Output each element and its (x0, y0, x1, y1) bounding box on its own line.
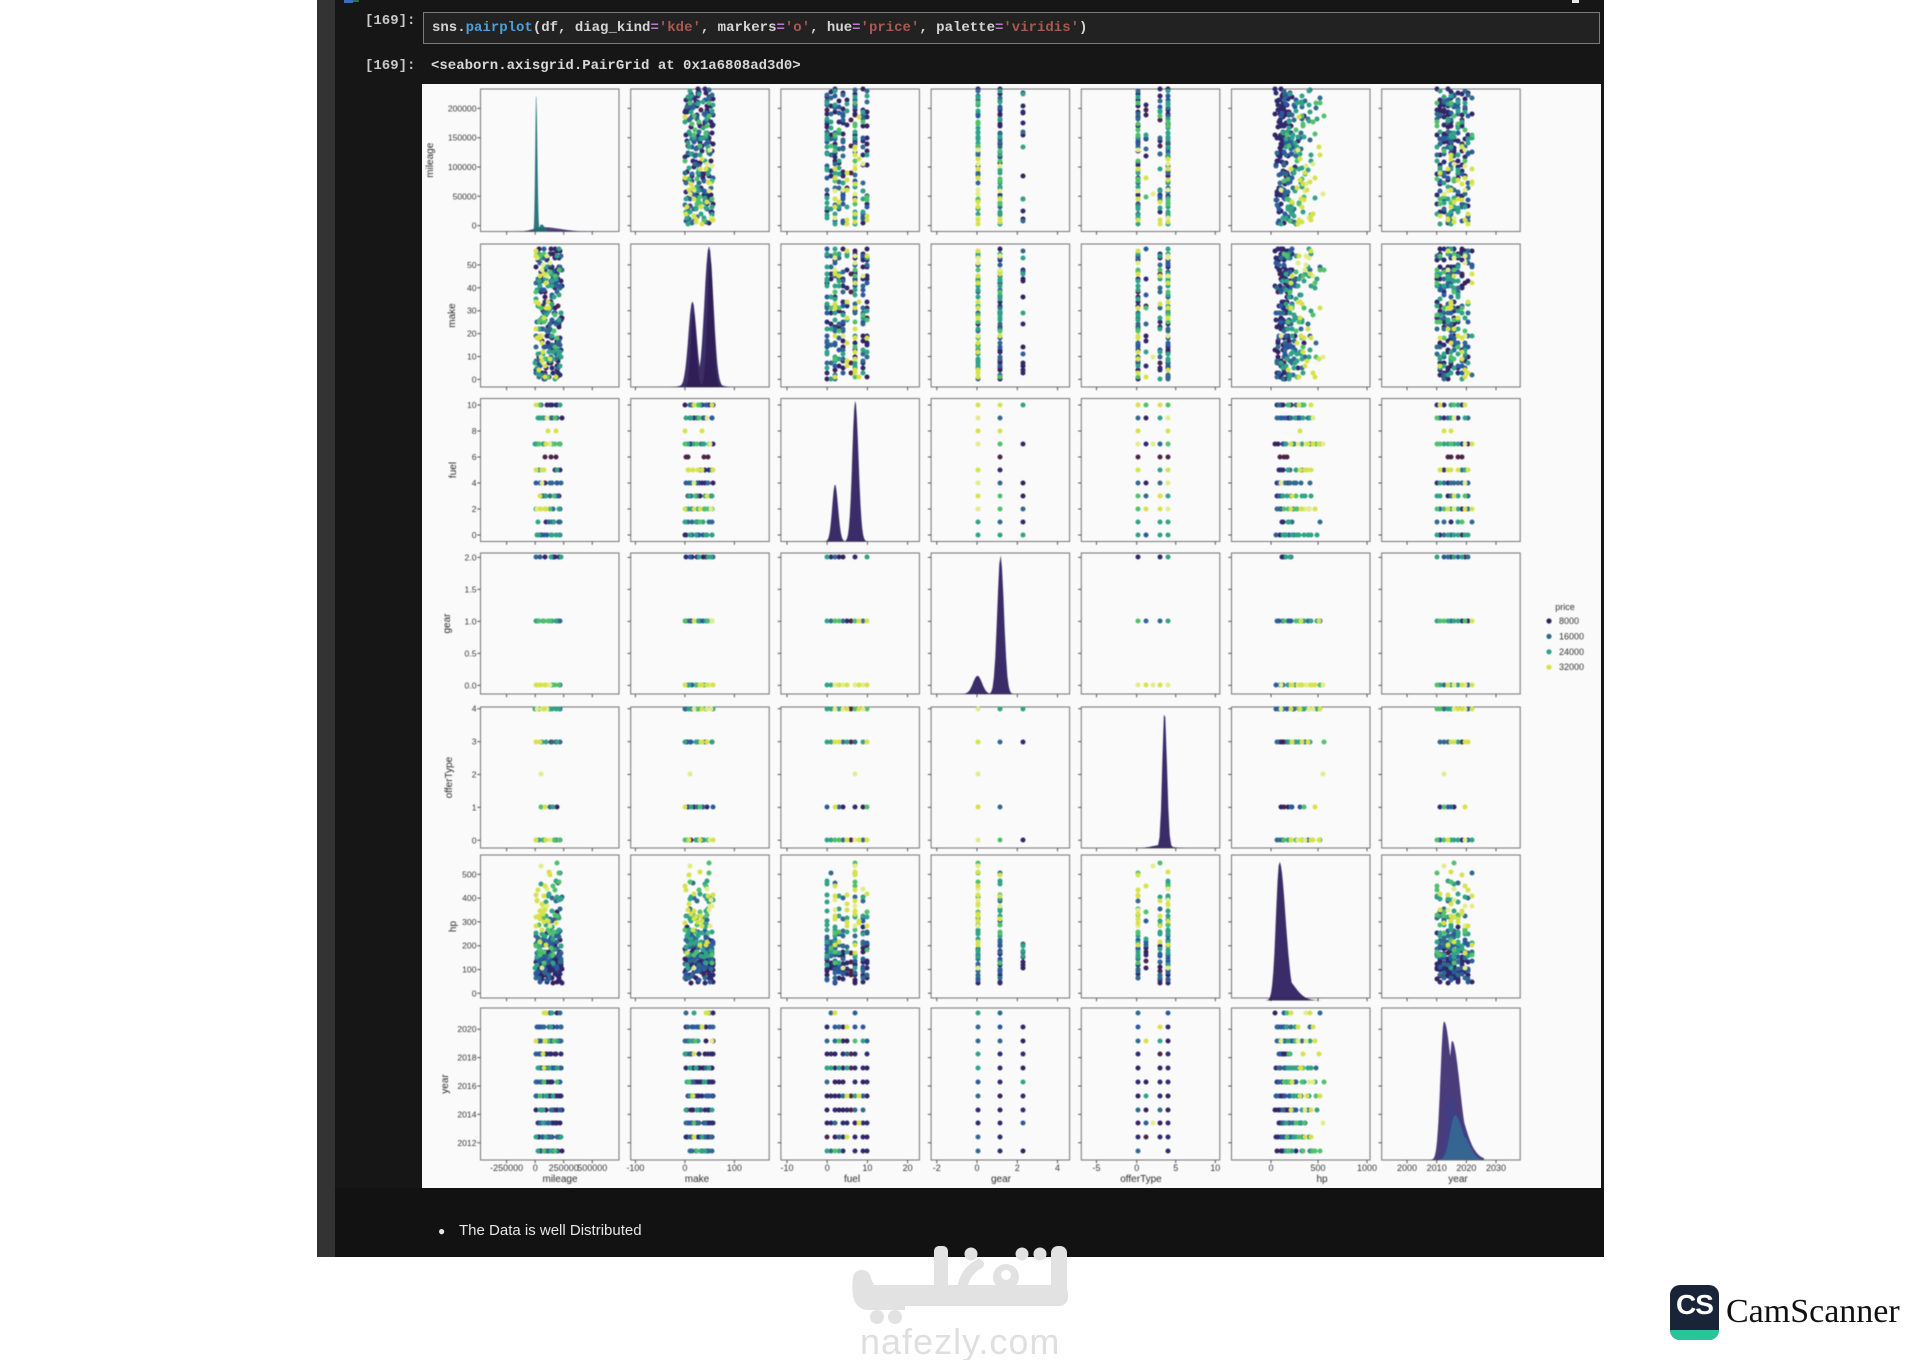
svg-text:2016: 2016 (457, 1081, 476, 1091)
svg-text:3: 3 (472, 737, 477, 747)
svg-text:fuel: fuel (844, 1174, 860, 1185)
svg-text:150000: 150000 (448, 133, 477, 143)
svg-text:500: 500 (1310, 1163, 1325, 1173)
svg-text:10: 10 (467, 352, 477, 362)
svg-text:4: 4 (1055, 1163, 1060, 1173)
svg-text:1: 1 (472, 802, 477, 812)
svg-text:200000: 200000 (448, 103, 477, 113)
svg-text:1000: 1000 (1357, 1163, 1377, 1173)
svg-text:2014: 2014 (457, 1109, 476, 1119)
svg-text:2: 2 (472, 504, 477, 514)
svg-text:mileage: mileage (425, 142, 436, 177)
svg-text:0.0: 0.0 (465, 680, 477, 690)
svg-text:4: 4 (472, 704, 477, 714)
svg-text:fuel: fuel (448, 462, 459, 478)
svg-text:24000: 24000 (1559, 647, 1584, 657)
svg-text:nafezly.com: nafezly.com (860, 1321, 1060, 1360)
svg-text:0: 0 (472, 835, 477, 845)
svg-text:500000: 500000 (577, 1163, 607, 1173)
svg-text:hp: hp (448, 921, 459, 933)
svg-text:0: 0 (1134, 1163, 1139, 1173)
svg-text:30: 30 (467, 306, 477, 316)
svg-text:-250000: -250000 (490, 1163, 523, 1173)
svg-text:2: 2 (1015, 1163, 1020, 1173)
svg-text:offerType: offerType (444, 756, 455, 798)
svg-text:200: 200 (462, 941, 477, 951)
svg-text:2000: 2000 (1397, 1163, 1417, 1173)
svg-text:4: 4 (472, 478, 477, 488)
svg-text:16000: 16000 (1559, 631, 1584, 641)
svg-text:20: 20 (467, 329, 477, 339)
svg-text:gear: gear (442, 613, 453, 634)
svg-text:32000: 32000 (1559, 662, 1584, 672)
svg-text:6: 6 (472, 452, 477, 462)
svg-text:2020: 2020 (1456, 1163, 1476, 1173)
svg-text:year: year (440, 1074, 451, 1094)
svg-text:50000: 50000 (453, 191, 477, 201)
svg-text:-10: -10 (780, 1163, 793, 1173)
svg-text:gear: gear (991, 1174, 1012, 1185)
svg-text:400: 400 (462, 893, 477, 903)
svg-text:0: 0 (825, 1163, 830, 1173)
svg-text:5: 5 (1173, 1163, 1178, 1173)
svg-text:0: 0 (472, 530, 477, 540)
svg-text:-100: -100 (626, 1163, 644, 1173)
svg-text:1.0: 1.0 (465, 616, 477, 626)
svg-text:make: make (447, 303, 458, 328)
svg-text:2010: 2010 (1427, 1163, 1447, 1173)
svg-text:100000: 100000 (448, 162, 477, 172)
svg-text:500: 500 (462, 869, 477, 879)
svg-text:-5: -5 (1092, 1163, 1100, 1173)
svg-text:0: 0 (682, 1163, 687, 1173)
svg-text:2030: 2030 (1486, 1163, 1506, 1173)
svg-text:year: year (1448, 1174, 1468, 1185)
svg-text:40: 40 (467, 283, 477, 293)
svg-text:hp: hp (1316, 1174, 1328, 1185)
svg-text:mileage: mileage (542, 1174, 577, 1185)
svg-text:100: 100 (462, 965, 477, 975)
svg-text:make: make (685, 1174, 710, 1185)
svg-text:2020: 2020 (457, 1024, 476, 1034)
svg-text:price: price (1555, 602, 1575, 612)
svg-text:10: 10 (1210, 1163, 1220, 1173)
svg-text:0: 0 (974, 1163, 979, 1173)
svg-text:250000: 250000 (549, 1163, 579, 1173)
svg-text:0: 0 (1268, 1163, 1273, 1173)
svg-text:10: 10 (467, 400, 477, 410)
svg-text:1.5: 1.5 (465, 584, 477, 594)
svg-text:2018: 2018 (457, 1053, 476, 1063)
svg-text:2012: 2012 (457, 1138, 476, 1148)
svg-text:20: 20 (903, 1163, 913, 1173)
svg-text:8000: 8000 (1559, 616, 1579, 626)
svg-text:300: 300 (462, 917, 477, 927)
svg-text:8: 8 (472, 426, 477, 436)
svg-text:0.5: 0.5 (465, 648, 477, 658)
svg-text:0: 0 (533, 1163, 538, 1173)
svg-text:0: 0 (472, 988, 477, 998)
svg-text:-2: -2 (933, 1163, 941, 1173)
svg-text:0: 0 (472, 221, 477, 231)
svg-text:0: 0 (472, 374, 477, 384)
svg-text:offerType: offerType (1120, 1174, 1162, 1185)
svg-text:100: 100 (727, 1163, 742, 1173)
svg-text:10: 10 (862, 1163, 872, 1173)
svg-text:2: 2 (472, 770, 477, 780)
svg-text:2.0: 2.0 (465, 552, 477, 562)
svg-text:50: 50 (467, 260, 477, 270)
